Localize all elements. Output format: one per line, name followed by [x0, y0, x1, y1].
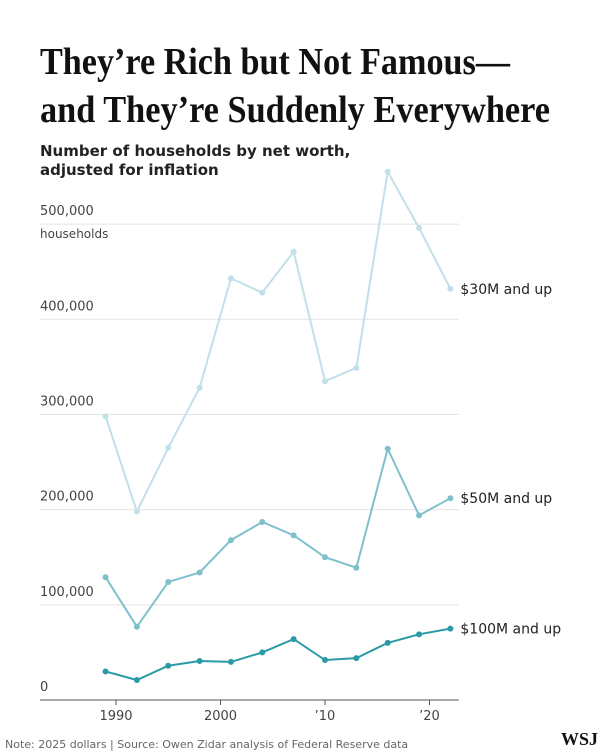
series-line: [105, 627, 451, 682]
chart-title: They’re Rich but Not Famous—: [40, 41, 511, 83]
series-label: $100M and up: [460, 622, 561, 638]
data-point: [384, 168, 391, 175]
data-point: [196, 569, 203, 576]
data-point: [447, 625, 454, 632]
y-tick-label: 300,000: [40, 394, 94, 409]
data-point: [447, 495, 454, 502]
data-point: [322, 378, 328, 385]
data-point: [102, 668, 109, 675]
data-point: [384, 639, 391, 646]
data-point: [259, 519, 266, 526]
data-point: [227, 658, 234, 665]
data-point: [165, 662, 172, 669]
chart-title: and They’re Suddenly Everywhere: [40, 89, 550, 131]
data-point: [259, 649, 266, 656]
data-point: [196, 384, 203, 391]
series-line: [104, 445, 451, 629]
data-point: [133, 623, 140, 630]
series-line: [104, 168, 452, 515]
series-label: $30M and up: [460, 282, 552, 298]
y-tick-label: 500,000: [40, 204, 94, 219]
y-tick-label: 200,000: [40, 490, 94, 505]
x-tick-label: ’10: [315, 709, 336, 724]
y-unit-label: households: [40, 227, 108, 241]
data-point: [133, 508, 140, 515]
data-point: [290, 636, 297, 643]
y-tick-label: 400,000: [40, 299, 94, 314]
data-point: [133, 677, 140, 684]
data-point: [290, 532, 297, 539]
x-tick-label: 2000: [204, 709, 237, 724]
y-tick-label: 100,000: [40, 585, 94, 600]
data-point: [447, 285, 454, 292]
data-point: [353, 364, 360, 371]
data-point: [384, 445, 391, 452]
data-point: [165, 578, 172, 585]
data-point: [322, 554, 328, 561]
data-point: [259, 289, 266, 296]
data-point: [102, 413, 109, 420]
data-point: [165, 444, 172, 451]
data-point: [416, 512, 423, 519]
x-tick-label: 1990: [99, 709, 132, 724]
note: Note: 2025 dollars | Source: Owen Zidar …: [5, 738, 408, 751]
logo: WSJ: [561, 729, 598, 749]
data-point: [353, 564, 360, 571]
data-point: [416, 631, 423, 638]
y-tick-label: 0: [40, 680, 48, 695]
data-point: [196, 657, 203, 664]
data-point: [290, 248, 297, 255]
data-point: [227, 537, 234, 544]
data-point: [353, 655, 360, 662]
data-point: [227, 275, 234, 282]
data-point: [322, 657, 328, 664]
x-tick-label: ’20: [419, 709, 440, 724]
series-label: $50M and up: [460, 491, 552, 507]
subtitle: Number of households by net worth,: [40, 142, 350, 160]
subtitle: adjusted for inflation: [40, 161, 219, 179]
data-point: [416, 224, 423, 231]
data-point: [102, 574, 109, 581]
